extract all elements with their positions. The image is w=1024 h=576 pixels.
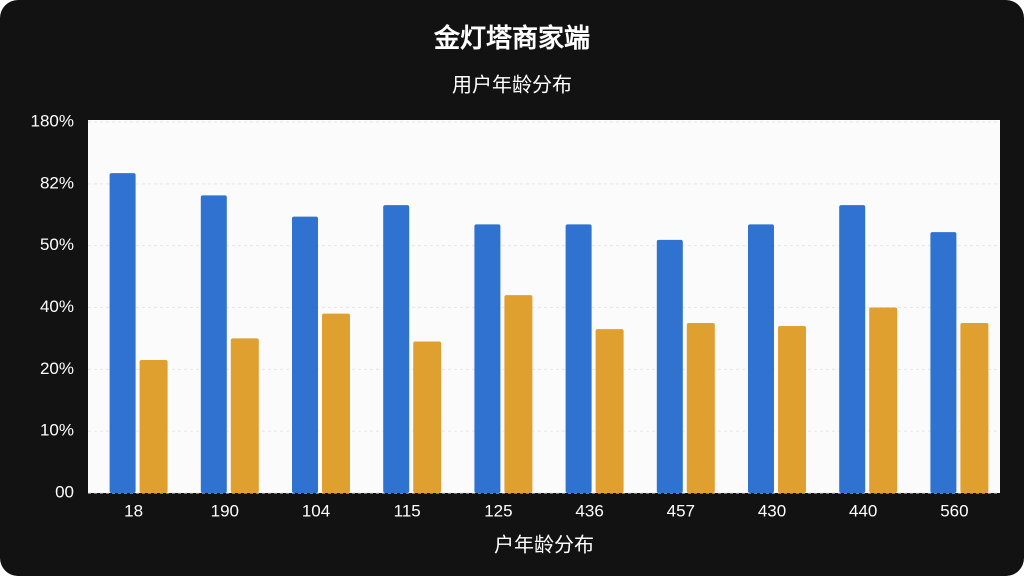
y-tick-label: 180% (31, 111, 74, 130)
bar (109, 173, 136, 493)
x-tick-label: 125 (484, 501, 512, 520)
chart-title: 金灯塔商家端 (433, 23, 590, 53)
x-tick-label: 190 (211, 501, 239, 520)
bar (413, 341, 442, 493)
bar (200, 195, 227, 494)
bar (322, 313, 350, 493)
bar (595, 329, 624, 493)
bar (839, 205, 866, 493)
x-tick-label: 104 (302, 501, 330, 520)
y-tick-label: 50% (40, 235, 74, 254)
x-axis-label: 户年龄分布 (494, 533, 594, 556)
y-tick-label: 10% (40, 421, 74, 440)
bar (656, 239, 683, 493)
bar (778, 326, 806, 493)
x-tick-label: 560 (940, 501, 968, 520)
chart-subtitle: 用户年龄分布 (452, 73, 572, 96)
bar (139, 360, 168, 493)
bar (292, 216, 318, 493)
bar (960, 322, 989, 493)
x-tick-label: 436 (575, 501, 603, 520)
y-tick-label: 00 (55, 482, 74, 501)
bar (565, 224, 592, 494)
bar (869, 307, 898, 493)
y-tick-label: 82% (40, 173, 74, 192)
bar (686, 322, 715, 493)
y-tick-label: 40% (40, 297, 74, 316)
bar (748, 224, 774, 494)
x-tick-label: 440 (849, 501, 877, 520)
x-tick-label: 430 (758, 501, 786, 520)
bar (504, 295, 533, 493)
bar (474, 224, 501, 494)
x-tick-label: 18 (124, 501, 143, 520)
y-tick-label: 20% (40, 359, 74, 378)
x-tick-label: 457 (667, 501, 695, 520)
bar (230, 338, 259, 493)
bar (930, 232, 957, 493)
bar (383, 205, 410, 493)
x-tick-label: 115 (394, 501, 421, 520)
